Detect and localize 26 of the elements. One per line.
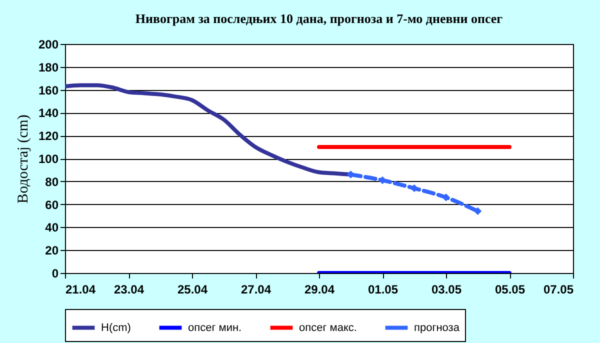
y-tick-label: 180: [38, 60, 59, 74]
x-tick-label: 07.05: [543, 282, 574, 296]
chart-title: Нивограм за последњих 10 дана, прогноза и 7-мо дневни опсег: [135, 11, 503, 26]
x-tick-label: 27.04: [240, 282, 272, 296]
legend-label: опсег мин.: [188, 322, 242, 334]
y-tick-label: 80: [45, 174, 59, 189]
x-tick-label: 01.05: [368, 282, 398, 296]
y-tick-label: 140: [38, 106, 59, 120]
y-tick-label: 100: [38, 152, 59, 166]
y-tick-label: 60: [45, 198, 59, 212]
y-tick-label: 120: [38, 129, 59, 144]
legend-label: прогноза: [414, 322, 460, 334]
x-tick-label: 29.04: [304, 282, 335, 296]
x-tick-label: 23.04: [114, 282, 144, 296]
x-tick-label: 21.04: [66, 282, 96, 296]
y-tick-label: 160: [38, 83, 59, 98]
y-tick-label: 40: [45, 220, 59, 235]
x-tick-label: 05.05: [494, 282, 526, 296]
y-tick-label: 200: [38, 38, 59, 52]
x-tick-label: 03.05: [431, 282, 462, 296]
legend-label: опсег макс.: [299, 322, 357, 334]
y-tick-label: 20: [45, 244, 59, 258]
y-tick-label: 0: [52, 266, 59, 280]
y-axis-title: Водостај (cm): [15, 114, 32, 204]
legend-label: H(cm): [101, 322, 131, 334]
x-tick-label: 25.04: [177, 282, 208, 296]
